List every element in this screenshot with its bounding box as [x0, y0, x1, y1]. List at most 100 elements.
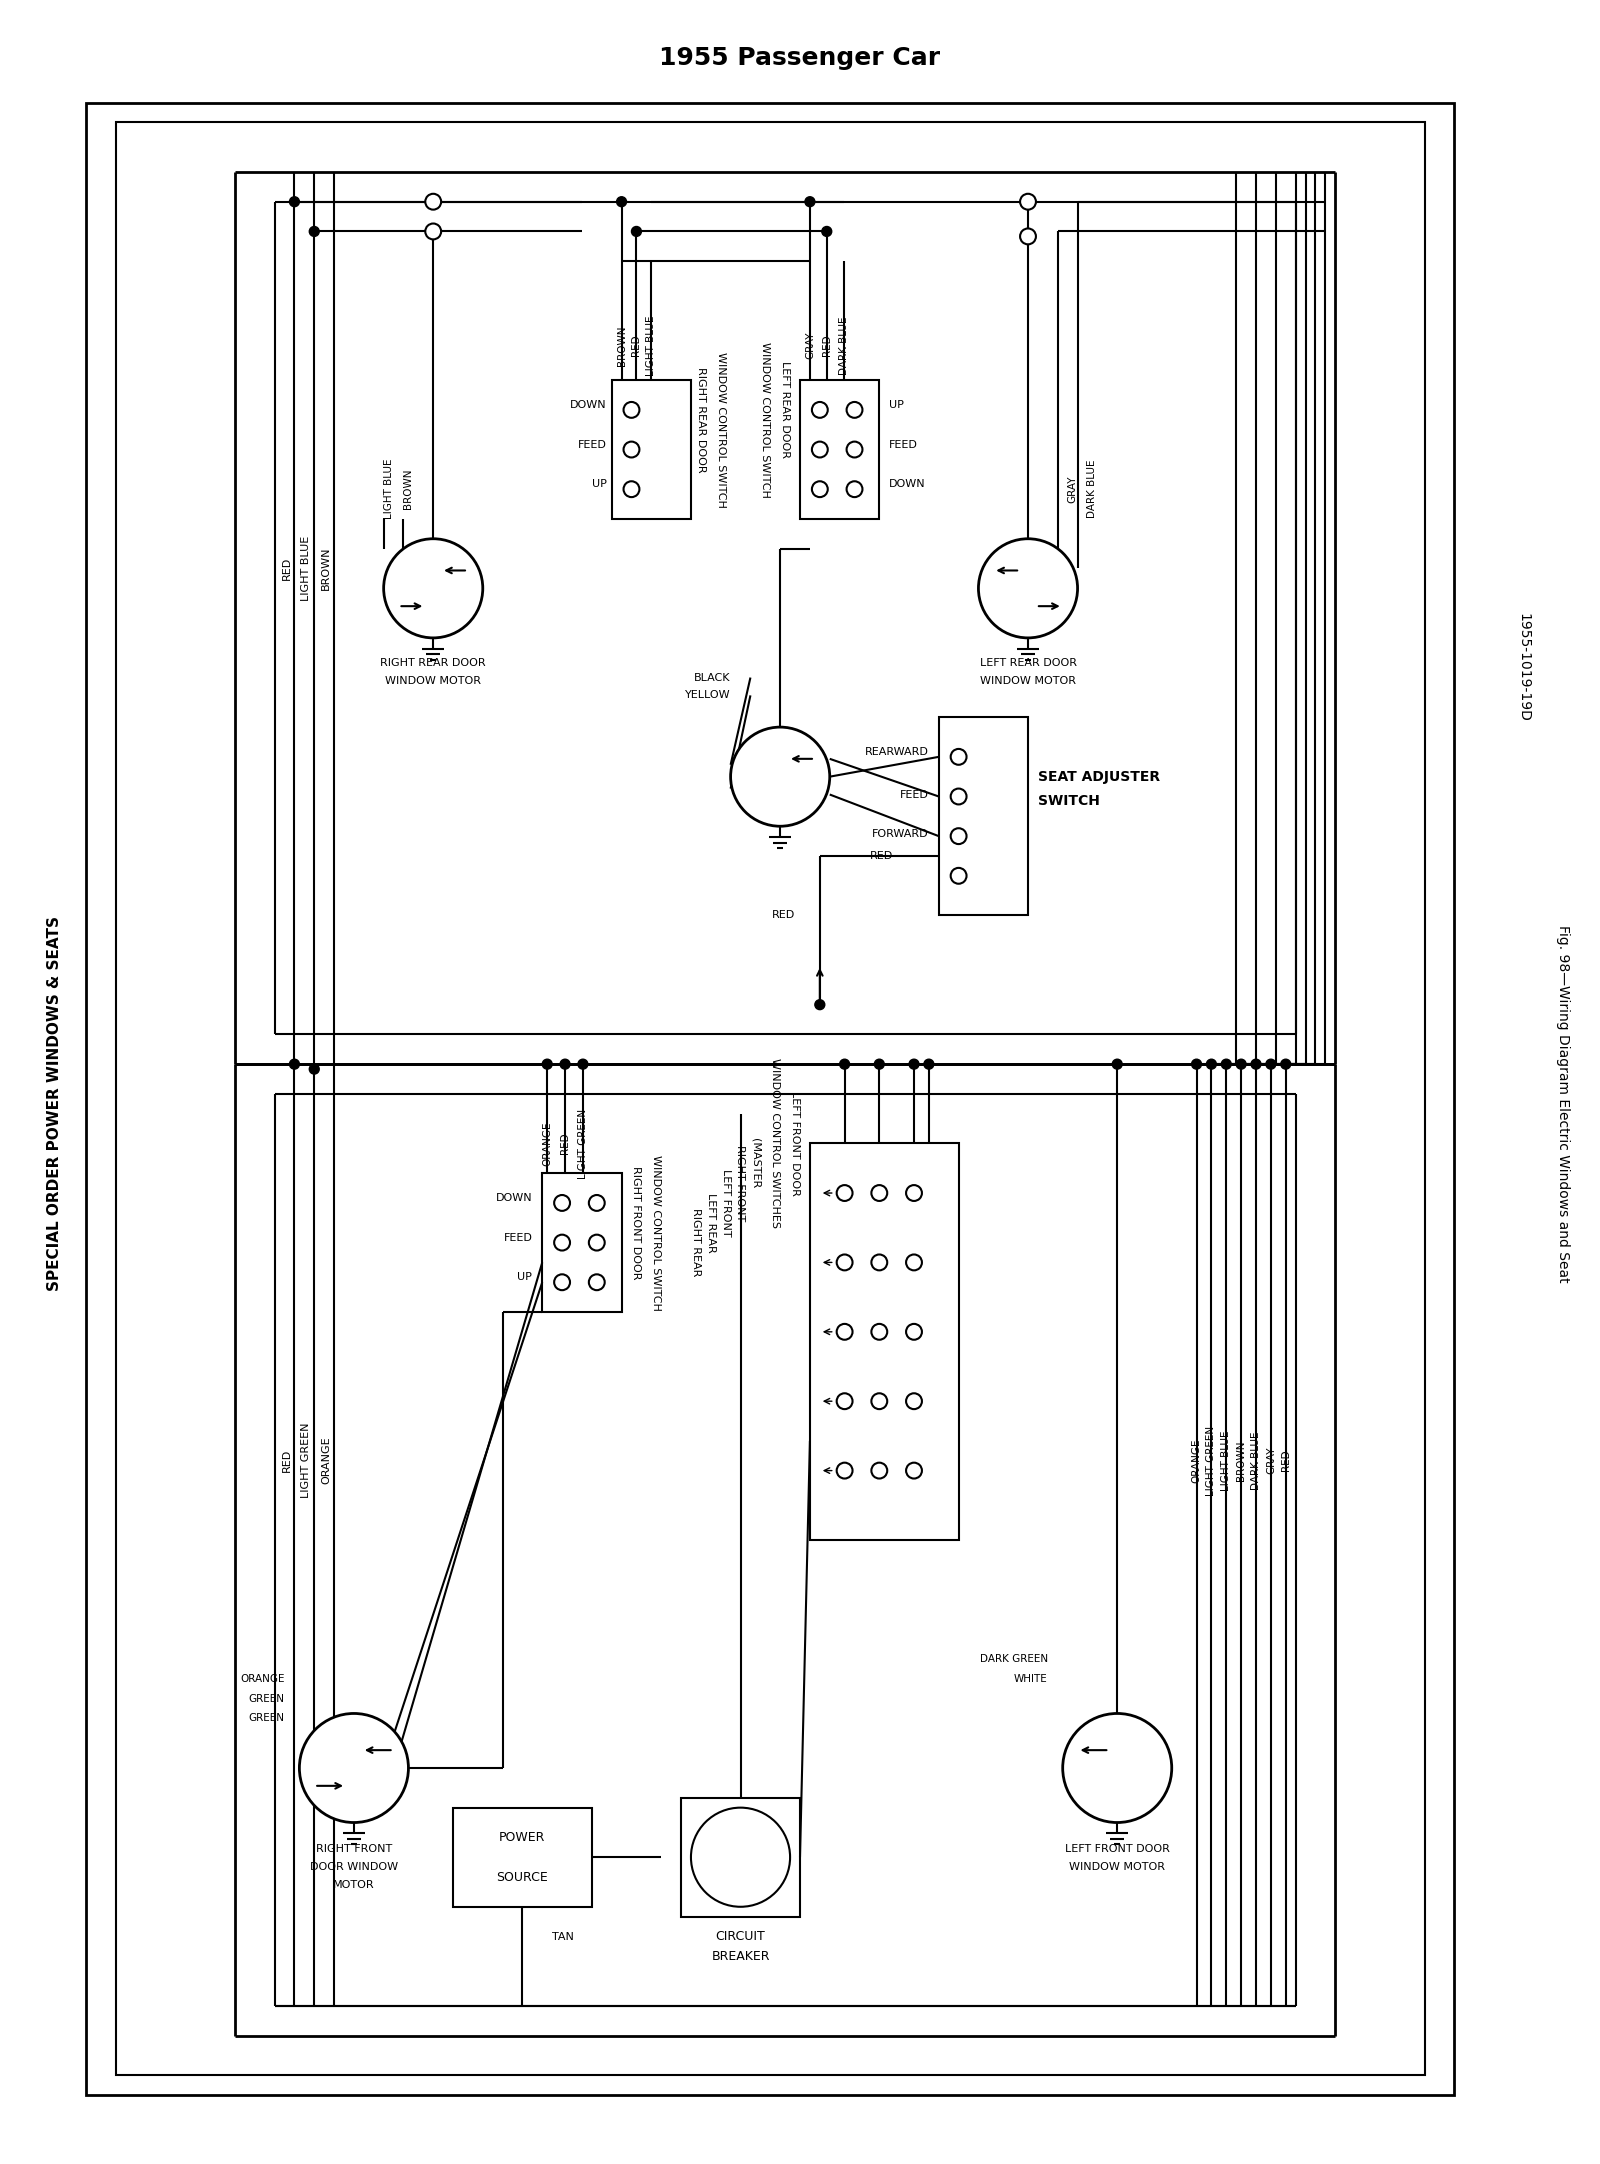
Bar	[115, 123, 1424, 2075]
Circle shape	[872, 1463, 888, 1478]
Text: GREEN: GREEN	[248, 1694, 285, 1703]
Bar	[939, 716, 1029, 915]
Text: RIGHT REAR DOOR: RIGHT REAR DOOR	[381, 658, 486, 669]
Text: BREAKER: BREAKER	[712, 1950, 770, 1963]
Circle shape	[624, 403, 640, 418]
Text: DOWN: DOWN	[496, 1192, 533, 1203]
Text: SPECIAL ORDER POWER WINDOWS & SEATS: SPECIAL ORDER POWER WINDOWS & SEATS	[46, 915, 62, 1292]
Circle shape	[632, 227, 642, 236]
Circle shape	[1062, 1714, 1171, 1822]
Text: MOTOR: MOTOR	[333, 1881, 374, 1889]
Circle shape	[906, 1324, 922, 1340]
Circle shape	[1251, 1058, 1261, 1069]
Circle shape	[874, 1058, 885, 1069]
Text: (MASTER: (MASTER	[750, 1138, 760, 1188]
Text: BLACK: BLACK	[694, 673, 731, 682]
Circle shape	[811, 403, 827, 418]
Circle shape	[837, 1463, 853, 1478]
Text: UP: UP	[890, 400, 904, 409]
Text: LIGHT GREEN: LIGHT GREEN	[1206, 1426, 1216, 1495]
Circle shape	[906, 1394, 922, 1409]
Text: DARK BLUE: DARK BLUE	[1088, 461, 1098, 519]
Text: Fig. 98—Wiring Diagram Electric Windows and Seat: Fig. 98—Wiring Diagram Electric Windows …	[1557, 924, 1570, 1283]
Bar	[611, 381, 691, 519]
Circle shape	[290, 1058, 299, 1069]
Text: DARK BLUE: DARK BLUE	[1251, 1430, 1261, 1491]
Circle shape	[1237, 1058, 1246, 1069]
Text: WINDOW CONTROL SWITCH: WINDOW CONTROL SWITCH	[715, 353, 726, 509]
Circle shape	[589, 1275, 605, 1290]
Circle shape	[731, 727, 830, 827]
Text: WINDOW MOTOR: WINDOW MOTOR	[386, 675, 482, 686]
Text: RIGHT REAR DOOR: RIGHT REAR DOOR	[696, 368, 706, 472]
Text: 1955-1019-19D: 1955-1019-19D	[1517, 612, 1531, 723]
Text: FORWARD: FORWARD	[872, 829, 930, 840]
Circle shape	[909, 1058, 918, 1069]
Text: WINDOW CONTROL SWITCH: WINDOW CONTROL SWITCH	[651, 1156, 661, 1311]
Circle shape	[837, 1324, 853, 1340]
Text: FEED: FEED	[890, 439, 918, 450]
Circle shape	[805, 197, 814, 208]
Text: LEFT FRONT DOOR: LEFT FRONT DOOR	[1064, 1844, 1170, 1855]
Text: ORANGE: ORANGE	[1192, 1439, 1202, 1482]
Circle shape	[872, 1186, 888, 1201]
Circle shape	[560, 1058, 570, 1069]
Circle shape	[384, 539, 483, 638]
Circle shape	[309, 227, 320, 236]
Circle shape	[837, 1394, 853, 1409]
Text: SEAT ADJUSTER: SEAT ADJUSTER	[1038, 770, 1160, 783]
Text: SOURCE: SOURCE	[496, 1870, 549, 1883]
Text: WHITE: WHITE	[1014, 1673, 1048, 1684]
Text: RIGHT REAR: RIGHT REAR	[691, 1208, 701, 1277]
Circle shape	[979, 539, 1077, 638]
Circle shape	[846, 480, 862, 498]
Circle shape	[950, 788, 966, 805]
Text: LEFT FRONT: LEFT FRONT	[720, 1169, 731, 1238]
Text: GRAY: GRAY	[1067, 476, 1078, 502]
Circle shape	[309, 1065, 320, 1073]
Text: FEED: FEED	[578, 439, 606, 450]
Text: RIGHT FRONT DOOR: RIGHT FRONT DOOR	[632, 1166, 642, 1279]
Circle shape	[1112, 1058, 1122, 1069]
Text: 1955 Passenger Car: 1955 Passenger Car	[659, 45, 941, 69]
Text: ORANGE: ORANGE	[542, 1121, 552, 1166]
Circle shape	[840, 1058, 850, 1069]
Circle shape	[624, 441, 640, 457]
Text: RIGHT FRONT: RIGHT FRONT	[315, 1844, 392, 1855]
Circle shape	[589, 1236, 605, 1251]
Circle shape	[846, 403, 862, 418]
Text: GRAY: GRAY	[805, 331, 814, 359]
Text: UP: UP	[592, 478, 606, 489]
Text: DARK GREEN: DARK GREEN	[979, 1653, 1048, 1664]
Text: LIGHT BLUE: LIGHT BLUE	[301, 537, 312, 602]
Text: GRAY: GRAY	[1266, 1448, 1275, 1474]
Circle shape	[578, 1058, 587, 1069]
Circle shape	[950, 868, 966, 883]
Circle shape	[290, 197, 299, 208]
Circle shape	[554, 1195, 570, 1212]
Text: LIGHT GREEN: LIGHT GREEN	[301, 1424, 312, 1497]
Text: DARK BLUE: DARK BLUE	[838, 316, 848, 374]
Text: BROWN: BROWN	[1237, 1441, 1246, 1480]
Circle shape	[906, 1255, 922, 1270]
Text: RED: RED	[282, 556, 291, 580]
Circle shape	[691, 1807, 790, 1906]
Text: RED: RED	[771, 911, 795, 920]
Circle shape	[624, 480, 640, 498]
Text: RED: RED	[282, 1450, 291, 1472]
Text: POWER: POWER	[499, 1831, 546, 1844]
Text: DOWN: DOWN	[890, 478, 926, 489]
Circle shape	[1266, 1058, 1275, 1069]
Text: LIGHT BLUE: LIGHT BLUE	[1221, 1430, 1232, 1491]
Text: LIGHT BLUE: LIGHT BLUE	[384, 459, 394, 519]
Text: RED: RED	[1280, 1450, 1291, 1472]
Circle shape	[872, 1255, 888, 1270]
Circle shape	[906, 1186, 922, 1201]
Text: WINDOW CONTROL SWITCH: WINDOW CONTROL SWITCH	[760, 342, 770, 498]
Text: LIGHT BLUE: LIGHT BLUE	[646, 316, 656, 377]
Circle shape	[811, 441, 827, 457]
Bar	[810, 1143, 958, 1541]
Circle shape	[814, 1000, 824, 1011]
Bar	[682, 1798, 800, 1917]
Circle shape	[1280, 1058, 1291, 1069]
